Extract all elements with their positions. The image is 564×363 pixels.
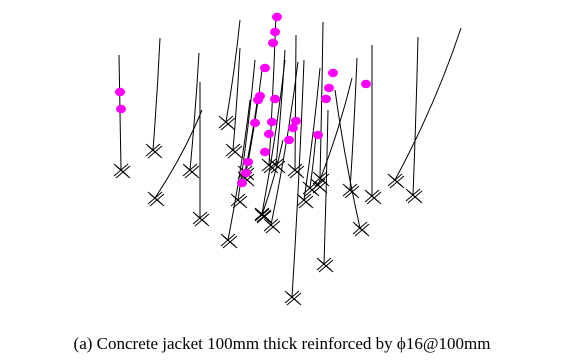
fixed-support-cross-icon bbox=[387, 173, 405, 189]
column-line bbox=[225, 19, 241, 123]
column-line bbox=[227, 99, 251, 241]
fixed-support-cross-icon bbox=[225, 143, 243, 159]
column-line bbox=[189, 52, 200, 171]
column-line bbox=[268, 13, 277, 166]
column-line bbox=[275, 49, 286, 166]
plastic-hinge-dot bbox=[250, 118, 260, 128]
fixed-support-cross-icon bbox=[364, 189, 382, 205]
plastic-hinge-dot bbox=[313, 130, 323, 140]
fixed-support-cross-icon bbox=[312, 171, 330, 187]
fixed-support-cross-icon bbox=[218, 115, 236, 131]
fixed-support-cross-icon bbox=[268, 158, 286, 174]
fixed-support-cross-icon bbox=[316, 257, 334, 273]
column-line bbox=[232, 47, 241, 151]
fixed-support-cross-icon bbox=[192, 211, 210, 227]
fixed-support-cross-icon bbox=[230, 193, 248, 209]
plastic-hinge-dot bbox=[270, 94, 280, 104]
column-line bbox=[317, 77, 353, 186]
fixed-support-cross-icon bbox=[254, 207, 272, 223]
column-line bbox=[261, 59, 286, 215]
fixed-support-cross-icon bbox=[302, 181, 320, 197]
fixed-support-cross-icon bbox=[405, 188, 423, 204]
fixed-support-cross-icon bbox=[220, 233, 238, 249]
column-line bbox=[154, 109, 203, 199]
column-line bbox=[152, 37, 161, 151]
column-line bbox=[291, 59, 305, 298]
fixed-support-cross-icon bbox=[254, 208, 272, 224]
plastic-hinge-dot bbox=[260, 147, 270, 157]
plastic-hinge-dot bbox=[288, 123, 298, 133]
fixed-support-cross-icon bbox=[145, 143, 163, 159]
plastic-hinge-dot bbox=[361, 79, 371, 89]
plastic-hinge-dot bbox=[241, 168, 251, 178]
plastic-hinge-dot bbox=[116, 104, 126, 114]
plastic-hinge-dot bbox=[260, 63, 270, 73]
fixed-support-cross-icon bbox=[296, 193, 314, 209]
fixed-support-cross-icon bbox=[147, 191, 165, 207]
column-line bbox=[261, 139, 284, 216]
plastic-hinge-dot bbox=[321, 94, 331, 104]
fixed-support-cross-icon bbox=[261, 158, 279, 174]
plastic-hinge-dot bbox=[324, 83, 334, 93]
fixed-support-cross-icon bbox=[182, 163, 200, 179]
plastic-hinge-dot bbox=[115, 87, 125, 97]
plastic-hinge-dot bbox=[291, 116, 301, 126]
fixed-support-cross-icon bbox=[113, 163, 131, 179]
figure-caption: (a) Concrete jacket 100mm thick reinforc… bbox=[73, 334, 491, 353]
fixed-support-cross-icon bbox=[287, 163, 305, 179]
column-line bbox=[294, 34, 297, 171]
column-line bbox=[412, 36, 419, 196]
plastic-hinge-dot bbox=[284, 135, 294, 145]
plastic-hinge-dot bbox=[243, 157, 253, 167]
plastic-hinge-dot bbox=[237, 178, 247, 188]
fixed-support-cross-icon bbox=[284, 290, 302, 306]
frame-deformed-shape bbox=[113, 12, 462, 306]
column-line bbox=[394, 27, 462, 181]
column-line bbox=[349, 57, 358, 191]
column-line bbox=[334, 89, 361, 229]
plastic-hinge-dot bbox=[253, 95, 263, 105]
fixed-support-cross-icon bbox=[342, 183, 360, 199]
fixed-support-cross-icon bbox=[352, 221, 370, 237]
column-line bbox=[270, 61, 299, 226]
plastic-hinge-dot bbox=[272, 12, 282, 22]
plastic-hinge-dot bbox=[264, 129, 274, 139]
plastic-hinge-dot bbox=[267, 117, 277, 127]
fixed-support-cross-icon bbox=[263, 218, 281, 234]
plastic-hinge-dot bbox=[268, 38, 278, 48]
column-line bbox=[309, 134, 317, 189]
plastic-hinge-dot bbox=[270, 27, 280, 37]
column-line bbox=[323, 109, 329, 265]
plastic-hinge-dot bbox=[328, 68, 338, 78]
